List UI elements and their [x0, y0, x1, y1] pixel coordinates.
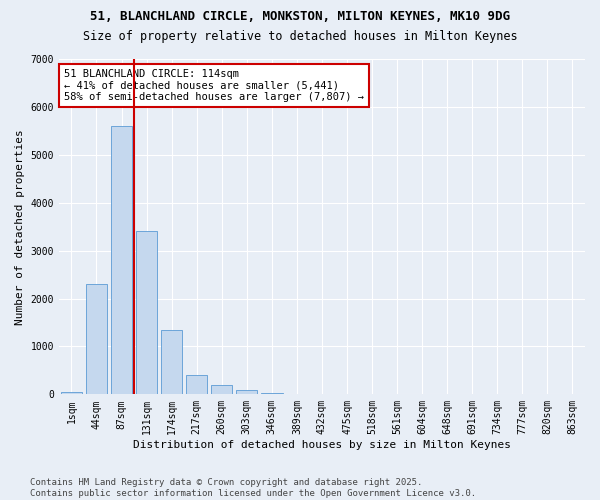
Text: Contains HM Land Registry data © Crown copyright and database right 2025.
Contai: Contains HM Land Registry data © Crown c…	[30, 478, 476, 498]
Y-axis label: Number of detached properties: Number of detached properties	[15, 129, 25, 324]
Bar	[161, 330, 182, 394]
Bar	[261, 393, 283, 394]
Bar	[211, 385, 232, 394]
Bar	[86, 284, 107, 395]
Text: 51, BLANCHLAND CIRCLE, MONKSTON, MILTON KEYNES, MK10 9DG: 51, BLANCHLAND CIRCLE, MONKSTON, MILTON …	[90, 10, 510, 23]
X-axis label: Distribution of detached houses by size in Milton Keynes: Distribution of detached houses by size …	[133, 440, 511, 450]
Bar	[136, 232, 157, 394]
Bar	[186, 375, 208, 394]
Text: 51 BLANCHLAND CIRCLE: 114sqm
← 41% of detached houses are smaller (5,441)
58% of: 51 BLANCHLAND CIRCLE: 114sqm ← 41% of de…	[64, 69, 364, 102]
Bar	[111, 126, 132, 394]
Bar	[61, 392, 82, 394]
Text: Size of property relative to detached houses in Milton Keynes: Size of property relative to detached ho…	[83, 30, 517, 43]
Bar	[236, 390, 257, 394]
